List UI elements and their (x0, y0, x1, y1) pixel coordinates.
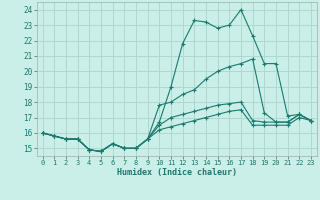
X-axis label: Humidex (Indice chaleur): Humidex (Indice chaleur) (117, 168, 237, 177)
